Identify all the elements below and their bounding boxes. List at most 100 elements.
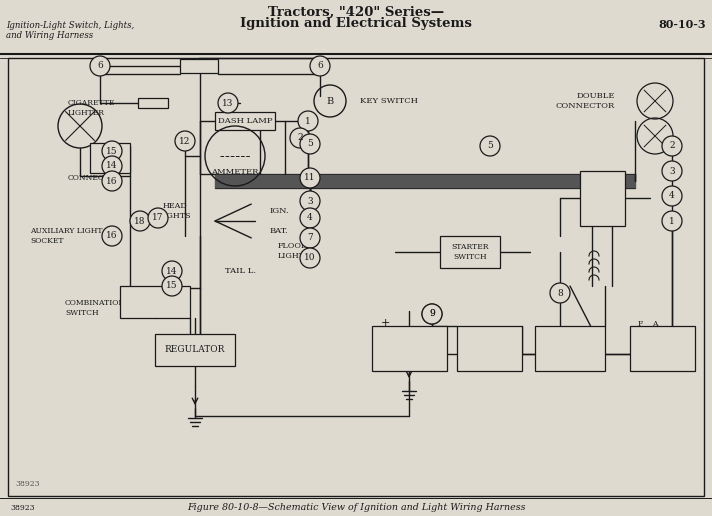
Circle shape [480, 136, 500, 156]
Circle shape [175, 131, 195, 151]
Circle shape [162, 261, 182, 281]
Text: 15: 15 [166, 282, 178, 291]
Text: 16: 16 [106, 232, 117, 240]
Text: CIGARETTE
LIGHTER: CIGARETTE LIGHTER [68, 100, 115, 117]
Text: 3: 3 [307, 197, 313, 205]
Bar [457, 326, 522, 371]
Text: KEY SWITCH: KEY SWITCH [360, 97, 418, 105]
Bar [535, 326, 605, 371]
Circle shape [298, 111, 318, 131]
Text: HEAD
LIGHTS: HEAD LIGHTS [159, 202, 192, 220]
Text: 9: 9 [429, 310, 435, 318]
Text: 9: 9 [429, 310, 435, 318]
Bar [8, 58, 704, 496]
Text: 12: 12 [179, 137, 191, 146]
Text: GENERATOR: GENERATOR [635, 350, 689, 358]
Circle shape [550, 283, 570, 303]
Text: B: B [326, 96, 334, 105]
Text: AMMETER: AMMETER [211, 168, 258, 176]
Bar [138, 98, 168, 108]
Text: and Wiring Harness: and Wiring Harness [6, 31, 93, 40]
Text: 13: 13 [222, 99, 234, 107]
Text: AUXILIARY LIGHT
SOCKET: AUXILIARY LIGHT SOCKET [30, 228, 103, 245]
Bar [440, 236, 500, 268]
Bar [120, 286, 190, 318]
Circle shape [162, 276, 182, 296]
Bar [372, 326, 447, 371]
Text: 17: 17 [152, 214, 164, 222]
Bar [155, 334, 235, 366]
Text: 11: 11 [304, 173, 315, 183]
Circle shape [130, 211, 150, 231]
Circle shape [300, 248, 320, 268]
Text: DOUBLE
CONNECTOR: DOUBLE CONNECTOR [556, 92, 615, 109]
Circle shape [90, 56, 110, 76]
Text: 10: 10 [304, 253, 315, 263]
Text: A: A [652, 320, 658, 328]
Text: IGN.: IGN. [270, 207, 290, 215]
Circle shape [102, 156, 122, 176]
Circle shape [102, 171, 122, 191]
Circle shape [662, 136, 682, 156]
Text: 4: 4 [669, 191, 675, 201]
Text: BAT.: BAT. [270, 227, 288, 235]
Text: 1: 1 [669, 217, 675, 225]
Bar [90, 143, 130, 173]
Circle shape [148, 208, 168, 228]
Circle shape [102, 226, 122, 246]
Text: +: + [588, 214, 596, 222]
Text: Tractors, "420" Series—: Tractors, "420" Series— [268, 6, 444, 19]
Text: 5: 5 [307, 139, 313, 149]
Circle shape [300, 134, 320, 154]
Text: 15: 15 [106, 147, 117, 155]
Text: 6: 6 [97, 61, 103, 71]
Text: 5: 5 [487, 141, 493, 151]
Text: CONNECTOR: CONNECTOR [68, 174, 122, 182]
Text: 6: 6 [317, 61, 323, 71]
Circle shape [422, 304, 442, 324]
Text: FLOOD
LIGHTS: FLOOD LIGHTS [278, 243, 310, 260]
Bar [630, 326, 695, 371]
Text: Ignition and Electrical Systems: Ignition and Electrical Systems [240, 18, 472, 30]
Text: 2: 2 [669, 141, 675, 151]
Text: +: + [380, 318, 389, 328]
Text: 14: 14 [166, 266, 178, 276]
Circle shape [662, 186, 682, 206]
Text: −: − [608, 214, 616, 222]
Text: 38923: 38923 [15, 480, 40, 488]
Text: REGULATOR: REGULATOR [164, 346, 225, 354]
Text: 7: 7 [307, 234, 313, 243]
Bar [180, 59, 218, 73]
Circle shape [300, 208, 320, 228]
Text: 80-10-3: 80-10-3 [659, 19, 706, 29]
Text: 2: 2 [297, 134, 303, 142]
Circle shape [662, 211, 682, 231]
Bar [580, 171, 625, 226]
Text: 1: 1 [305, 117, 311, 125]
Circle shape [300, 191, 320, 211]
Text: 4: 4 [307, 214, 313, 222]
Text: COIL: COIL [593, 196, 617, 205]
Text: STARTER: STARTER [468, 350, 510, 358]
Text: 3: 3 [669, 167, 675, 175]
Text: F: F [637, 320, 643, 328]
Text: Ignition-Light Switch, Lights,: Ignition-Light Switch, Lights, [6, 22, 135, 30]
Circle shape [218, 93, 238, 113]
Text: TAIL L.: TAIL L. [225, 267, 256, 275]
Circle shape [300, 168, 320, 188]
Text: 14: 14 [106, 162, 117, 170]
Text: STARTER
SWITCH: STARTER SWITCH [451, 244, 488, 261]
Text: 38923: 38923 [10, 504, 35, 512]
Text: 18: 18 [135, 217, 146, 225]
Text: COMBINATION
SWITCH: COMBINATION SWITCH [65, 299, 126, 317]
Text: BATTERY: BATTERY [389, 350, 429, 358]
Text: 8: 8 [557, 288, 563, 298]
Circle shape [662, 161, 682, 181]
Circle shape [310, 56, 330, 76]
Text: 16: 16 [106, 176, 117, 185]
Text: DASH LAMP: DASH LAMP [218, 117, 272, 125]
Text: Figure 80-10-8—Schematic View of Ignition and Light Wiring Harness: Figure 80-10-8—Schematic View of Ignitio… [187, 504, 525, 512]
Bar [215, 112, 275, 130]
Circle shape [290, 128, 310, 148]
Text: DISTRIBUTOR: DISTRIBUTOR [540, 350, 600, 358]
